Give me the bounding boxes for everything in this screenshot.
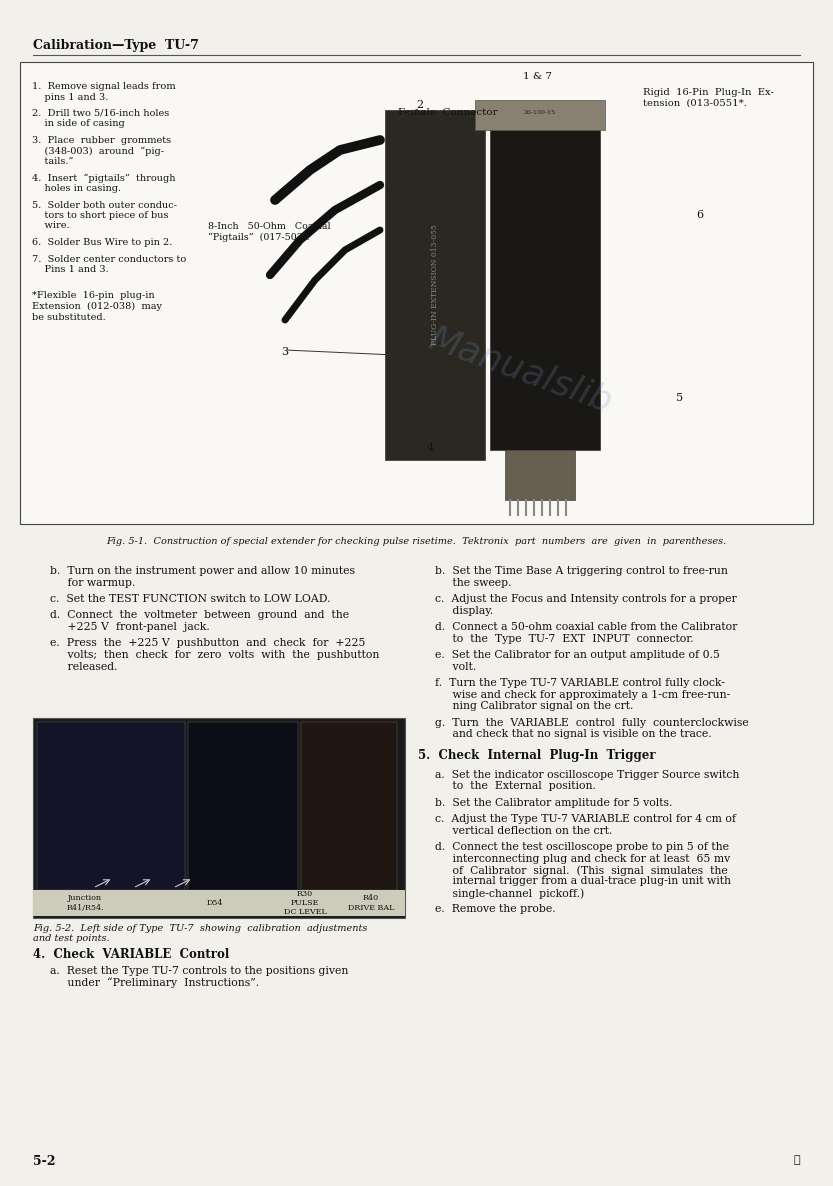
Text: pins 1 and 3.: pins 1 and 3.	[32, 93, 108, 102]
Text: Manualslib: Manualslib	[423, 321, 616, 419]
Text: 8-Inch   50-Ohm   Coaxial: 8-Inch 50-Ohm Coaxial	[208, 222, 331, 231]
Text: f.  Turn the Type TU-7 VARIABLE control fully clock-: f. Turn the Type TU-7 VARIABLE control f…	[435, 678, 725, 688]
Text: Ⓐ: Ⓐ	[793, 1155, 800, 1165]
Bar	[33, 718, 405, 918]
Text: 3.  Place  rubber  grommets: 3. Place rubber grommets	[32, 136, 171, 145]
Text: 4.  Insert  “pigtails”  through: 4. Insert “pigtails” through	[32, 173, 176, 183]
Text: holes in casing.: holes in casing.	[32, 184, 121, 193]
Text: in side of casing: in side of casing	[32, 120, 125, 128]
Text: Fig. 5-2.  Left side of Type  TU-7  showing  calibration  adjustments
and test p: Fig. 5-2. Left side of Type TU-7 showing…	[33, 924, 367, 943]
Text: tension  (013-0551*.: tension (013-0551*.	[643, 98, 747, 108]
Text: d.  Connect  the  voltmeter  between  ground  and  the: d. Connect the voltmeter between ground …	[50, 611, 349, 620]
Text: c.  Adjust the Type TU-7 VARIABLE control for 4 cm of: c. Adjust the Type TU-7 VARIABLE control…	[435, 814, 736, 824]
Text: to  the  Type  TU-7  EXT  INPUT  connector.: to the Type TU-7 EXT INPUT connector.	[435, 633, 694, 644]
Bar	[33, 890, 405, 916]
Text: g.  Turn  the  VARIABLE  control  fully  counterclockwise: g. Turn the VARIABLE control fully count…	[435, 718, 749, 727]
Text: 5: 5	[676, 393, 684, 403]
Text: 5-2: 5-2	[33, 1155, 56, 1168]
Text: a.  Set the indicator oscilloscope Trigger Source switch: a. Set the indicator oscilloscope Trigge…	[435, 770, 740, 779]
Bar	[385, 110, 485, 460]
Text: (348-003)  around  “pig-: (348-003) around “pig-	[32, 147, 164, 155]
Text: display.: display.	[435, 606, 493, 616]
Text: 26-100-15: 26-100-15	[524, 109, 556, 115]
Text: e.  Remove the probe.: e. Remove the probe.	[435, 905, 556, 914]
Text: and check that no signal is visible on the trace.: and check that no signal is visible on t…	[435, 729, 711, 739]
Text: under  “Preliminary  Instructions”.: under “Preliminary Instructions”.	[50, 977, 259, 988]
Text: released.: released.	[50, 662, 117, 671]
Text: 2.  Drill two 5/16-inch holes: 2. Drill two 5/16-inch holes	[32, 109, 169, 117]
Text: 2: 2	[416, 100, 423, 110]
Text: 7.  Solder center conductors to: 7. Solder center conductors to	[32, 255, 187, 263]
Text: PLUG-IN EXTENSION 013-055: PLUG-IN EXTENSION 013-055	[431, 224, 439, 345]
Text: *Flexible  16-pin  plug-in: *Flexible 16-pin plug-in	[32, 292, 155, 300]
Bar	[475, 100, 605, 130]
Text: 5.  Check  Internal  Plug-In  Trigger: 5. Check Internal Plug-In Trigger	[418, 750, 656, 763]
Text: b.  Turn on the instrument power and allow 10 minutes: b. Turn on the instrument power and allo…	[50, 566, 355, 576]
Bar	[37, 722, 185, 890]
Text: be substituted.: be substituted.	[32, 312, 106, 321]
Text: single-channel  pickoff.): single-channel pickoff.)	[435, 888, 584, 899]
Text: a.  Reset the Type TU-7 controls to the positions given: a. Reset the Type TU-7 controls to the p…	[50, 967, 348, 976]
Text: R30
PULSE
DC LEVEL: R30 PULSE DC LEVEL	[283, 890, 327, 917]
Text: Extension  (012-038)  may: Extension (012-038) may	[32, 302, 162, 311]
Text: d.  Connect a 50-ohm coaxial cable from the Calibrator: d. Connect a 50-ohm coaxial cable from t…	[435, 621, 737, 632]
Text: b.  Set the Calibrator amplitude for 5 volts.: b. Set the Calibrator amplitude for 5 vo…	[435, 797, 672, 808]
Text: d.  Connect the test oscilloscope probe to pin 5 of the: d. Connect the test oscilloscope probe t…	[435, 842, 729, 852]
Text: 3: 3	[282, 347, 288, 357]
Text: wire.: wire.	[32, 222, 70, 230]
Text: D54: D54	[207, 899, 223, 907]
Text: for warmup.: for warmup.	[50, 578, 136, 587]
Bar	[188, 722, 298, 890]
Text: wise and check for approximately a 1-cm free-run-: wise and check for approximately a 1-cm …	[435, 689, 731, 700]
Text: of  Calibrator  signal.  (This  signal  simulates  the: of Calibrator signal. (This signal simul…	[435, 865, 728, 875]
Text: c.  Set the TEST FUNCTION switch to LOW LOAD.: c. Set the TEST FUNCTION switch to LOW L…	[50, 594, 331, 604]
Text: +225 V  front-panel  jack.: +225 V front-panel jack.	[50, 621, 210, 632]
Text: tors to short piece of bus: tors to short piece of bus	[32, 211, 168, 219]
Text: e.  Set the Calibrator for an output amplitude of 0.5: e. Set the Calibrator for an output ampl…	[435, 650, 720, 659]
Text: internal trigger from a dual-trace plug-in unit with: internal trigger from a dual-trace plug-…	[435, 876, 731, 886]
Text: the sweep.: the sweep.	[435, 578, 511, 587]
Text: 1.  Remove signal leads from: 1. Remove signal leads from	[32, 82, 176, 91]
Text: vertical deflection on the crt.: vertical deflection on the crt.	[435, 825, 612, 835]
Bar	[505, 449, 575, 500]
Text: volts;  then  check  for  zero  volts  with  the  pushbutton: volts; then check for zero volts with th…	[50, 650, 379, 659]
Text: 6: 6	[696, 210, 704, 219]
Text: e.  Press  the  +225 V  pushbutton  and  check  for  +225: e. Press the +225 V pushbutton and check…	[50, 638, 366, 649]
Text: Calibration—Type  TU-7: Calibration—Type TU-7	[33, 39, 199, 52]
Bar	[490, 110, 600, 449]
Text: c.  Adjust the Focus and Intensity controls for a proper: c. Adjust the Focus and Intensity contro…	[435, 594, 736, 604]
Text: b.  Set the Time Base A triggering control to free-run: b. Set the Time Base A triggering contro…	[435, 566, 728, 576]
Text: R40
DRIVE BAL: R40 DRIVE BAL	[348, 894, 394, 912]
Text: 6.  Solder Bus Wire to pin 2.: 6. Solder Bus Wire to pin 2.	[32, 238, 172, 247]
Text: 4.  Check  VARIABLE  Control: 4. Check VARIABLE Control	[33, 948, 229, 961]
Bar	[301, 722, 397, 890]
Text: to  the  External  position.: to the External position.	[435, 782, 596, 791]
Bar	[20, 62, 813, 524]
Text: Junction
R41/R54.: Junction R41/R54.	[66, 894, 104, 912]
Text: Fig. 5-1.  Construction of special extender for checking pulse risetime.  Tektro: Fig. 5-1. Construction of special extend…	[106, 537, 726, 546]
Text: “Pigtails”  (017-503).: “Pigtails” (017-503).	[208, 232, 310, 242]
Text: Pins 1 and 3.: Pins 1 and 3.	[32, 264, 109, 274]
Text: volt.: volt.	[435, 662, 476, 671]
Text: 5.  Solder both outer conduc-: 5. Solder both outer conduc-	[32, 200, 177, 210]
Text: 4: 4	[426, 444, 433, 453]
Text: ning Calibrator signal on the crt.: ning Calibrator signal on the crt.	[435, 701, 633, 710]
Text: interconnecting plug and check for at least  65 mv: interconnecting plug and check for at le…	[435, 854, 731, 863]
Text: tails.”: tails.”	[32, 157, 73, 166]
Text: Female  Connector: Female Connector	[398, 108, 498, 117]
Text: 1 & 7: 1 & 7	[523, 72, 552, 81]
Text: Rigid  16-Pin  Plug-In  Ex-: Rigid 16-Pin Plug-In Ex-	[643, 88, 774, 97]
